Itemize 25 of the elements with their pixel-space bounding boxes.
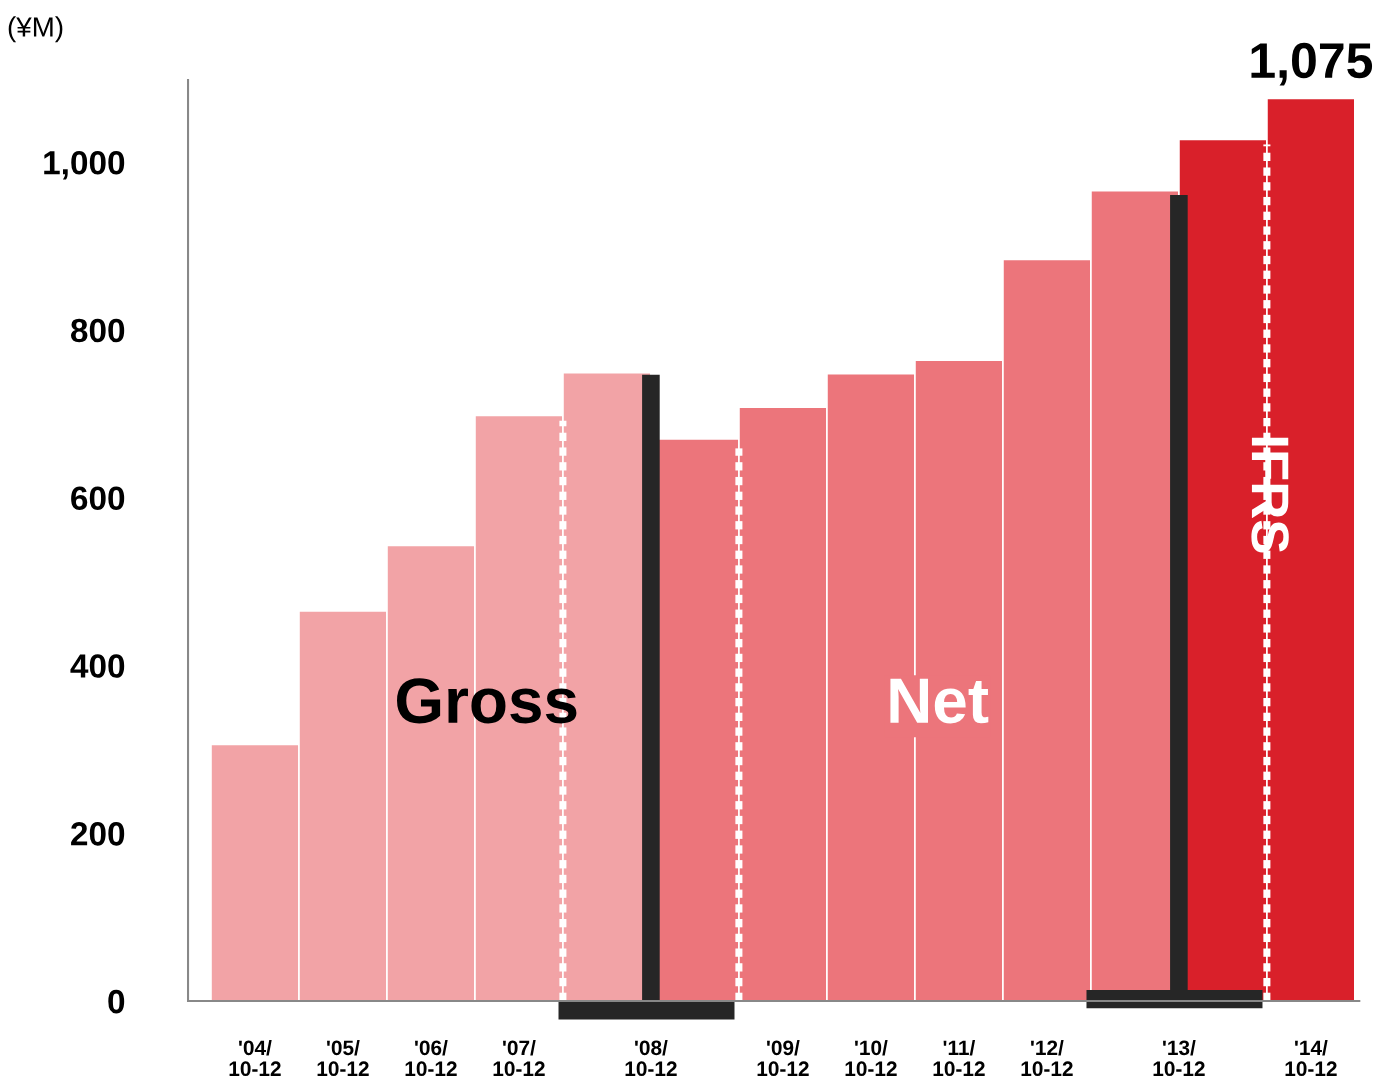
- x-tick-label: '12/ 10-12: [1021, 1039, 1073, 1077]
- x-tick-label: '05/ 10-12: [317, 1039, 369, 1077]
- y-tick-label: 800: [70, 318, 125, 343]
- x-tick-label: '08/ 10-12: [625, 1039, 677, 1077]
- bar: [739, 407, 827, 1001]
- bar: [211, 745, 299, 1001]
- data-label: 1,075: [1251, 42, 1373, 86]
- y-tick-label: 1,000: [44, 150, 125, 180]
- x-tick-label: '09/ 10-12: [757, 1039, 809, 1077]
- bar: [299, 611, 387, 1001]
- annotation: Net: [890, 678, 989, 724]
- y-tick-label: 200: [71, 822, 125, 846]
- x-tick-label: '10/ 10-12: [845, 1039, 897, 1077]
- x-tick-label: '13/ 10-12: [1153, 1039, 1205, 1077]
- bar: [1003, 260, 1091, 1001]
- annotation: Gross: [397, 678, 577, 724]
- y-tick-label: 400: [70, 654, 125, 678]
- y-tick-label: 0: [108, 989, 125, 1014]
- x-tick-label: '07/ 10-12: [493, 1039, 545, 1077]
- x-tick-label: '06/ 10-12: [405, 1039, 457, 1077]
- x-tick-label: '11/ 10-12: [933, 1039, 985, 1077]
- x-tick-label: '04/ 10-12: [229, 1039, 281, 1077]
- y-axis-title: (¥M): [8, 16, 63, 43]
- x-tick-label: '14/ 10-12: [1285, 1039, 1337, 1077]
- y-tick-label: 600: [71, 486, 125, 511]
